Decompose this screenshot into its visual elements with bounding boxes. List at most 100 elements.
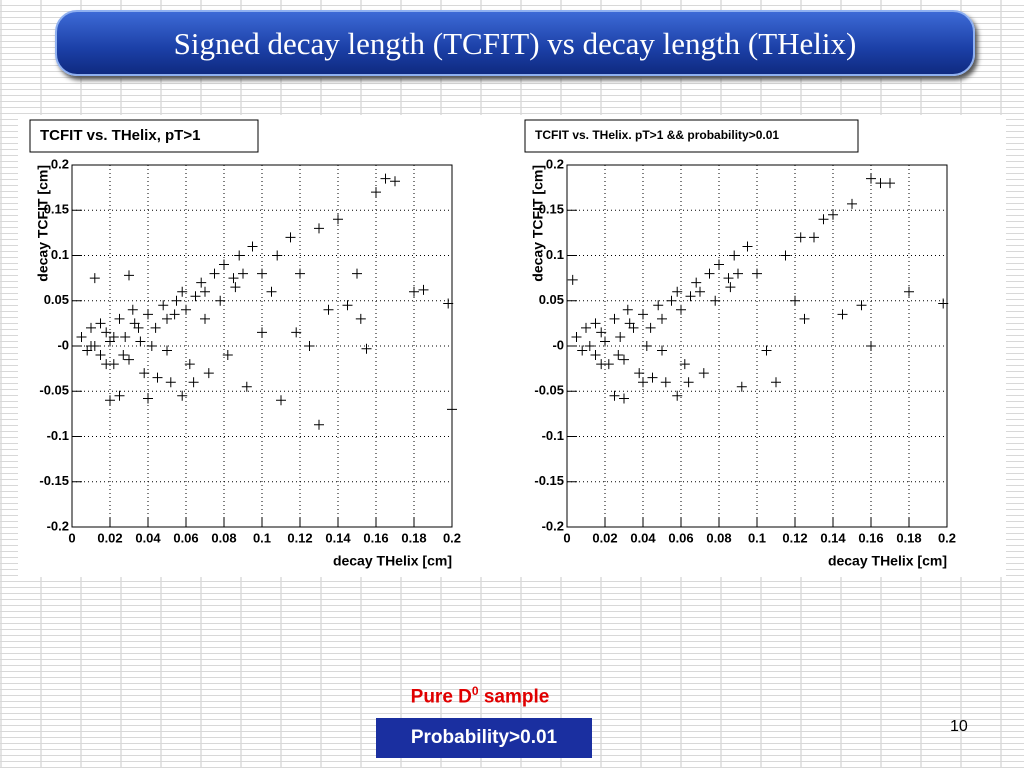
point bbox=[105, 395, 115, 406]
point bbox=[725, 282, 736, 293]
point bbox=[177, 390, 188, 401]
caption-sup: 0 bbox=[471, 684, 479, 698]
point bbox=[129, 318, 140, 329]
point bbox=[904, 286, 914, 297]
point bbox=[704, 268, 715, 279]
point bbox=[101, 359, 112, 370]
point bbox=[683, 377, 694, 388]
point bbox=[150, 322, 161, 333]
point bbox=[215, 295, 226, 306]
point bbox=[780, 250, 791, 261]
point bbox=[143, 393, 153, 404]
point bbox=[146, 341, 157, 351]
plot-panel bbox=[18, 115, 1006, 577]
point bbox=[188, 377, 199, 388]
point bbox=[222, 350, 233, 361]
x-tick-label: 0.02 bbox=[592, 530, 617, 545]
y-tick-label: 0.1 bbox=[546, 247, 564, 262]
point bbox=[181, 304, 191, 315]
point bbox=[234, 250, 245, 261]
x-tick-label: 0.14 bbox=[820, 530, 846, 545]
point bbox=[577, 345, 588, 356]
x-tick-label: 0.18 bbox=[401, 530, 426, 545]
point bbox=[143, 309, 153, 320]
point bbox=[619, 393, 629, 404]
point bbox=[257, 327, 267, 338]
y-tick-label: -0.2 bbox=[542, 518, 564, 533]
point bbox=[89, 273, 100, 284]
caption-rest: sample bbox=[478, 686, 550, 708]
point bbox=[86, 341, 96, 351]
point bbox=[177, 286, 188, 297]
point bbox=[837, 309, 848, 320]
point bbox=[203, 368, 214, 379]
point bbox=[638, 309, 648, 320]
caption-text: Pure D bbox=[410, 686, 472, 708]
y-tick-label: 0.15 bbox=[539, 202, 564, 217]
point bbox=[95, 350, 106, 361]
point bbox=[127, 304, 138, 315]
point bbox=[118, 350, 129, 361]
x-tick-label: 0.18 bbox=[896, 530, 921, 545]
point bbox=[184, 359, 195, 370]
point bbox=[342, 300, 353, 311]
y-tick-label: 0.05 bbox=[539, 292, 564, 307]
point bbox=[938, 298, 949, 309]
point bbox=[666, 295, 677, 306]
point bbox=[714, 259, 724, 270]
point bbox=[162, 345, 172, 356]
point bbox=[333, 214, 343, 225]
point bbox=[581, 322, 591, 333]
point bbox=[657, 313, 667, 324]
point bbox=[230, 282, 241, 293]
x-tick-label: 0.2 bbox=[938, 530, 956, 545]
point bbox=[272, 250, 283, 261]
y-tick-label: -0.15 bbox=[534, 473, 564, 488]
point bbox=[291, 327, 302, 338]
point bbox=[124, 270, 134, 281]
point bbox=[241, 381, 252, 392]
point bbox=[590, 350, 601, 361]
chart-title: TCFIT vs. THelix, pT>1 bbox=[40, 127, 200, 144]
title-box bbox=[524, 119, 859, 153]
point bbox=[685, 291, 696, 302]
point bbox=[875, 178, 886, 189]
point bbox=[124, 354, 134, 365]
slide-title: Signed decay length (TCFIT) vs decay len… bbox=[173, 26, 857, 61]
point bbox=[866, 173, 876, 184]
x-tick-label: 0.16 bbox=[363, 530, 388, 545]
point bbox=[809, 232, 819, 243]
y-axis-label: decay TCFIT [cm] bbox=[35, 165, 51, 282]
point bbox=[95, 318, 106, 329]
x-tick-label: 0.08 bbox=[211, 530, 236, 545]
point bbox=[266, 286, 277, 297]
point bbox=[691, 277, 702, 288]
point bbox=[295, 268, 305, 279]
point bbox=[418, 284, 429, 295]
point bbox=[247, 241, 258, 252]
point bbox=[304, 341, 315, 351]
y-axis-label: decay TCFIT [cm] bbox=[530, 165, 546, 282]
point bbox=[355, 313, 366, 324]
point bbox=[619, 354, 629, 365]
y-tick-label: -0.05 bbox=[39, 383, 69, 398]
point bbox=[657, 345, 667, 356]
point bbox=[108, 331, 119, 342]
point bbox=[729, 250, 740, 261]
point bbox=[624, 318, 635, 329]
point bbox=[323, 304, 334, 315]
point bbox=[596, 359, 607, 370]
y-tick-label: 0.2 bbox=[51, 156, 69, 171]
point bbox=[799, 313, 810, 324]
point bbox=[162, 313, 172, 324]
point bbox=[276, 395, 286, 406]
point bbox=[169, 309, 180, 320]
x-tick-label: 0.08 bbox=[706, 530, 731, 545]
y-tick-label: -0.05 bbox=[534, 383, 564, 398]
y-tick-label: 0.15 bbox=[44, 202, 69, 217]
point bbox=[761, 345, 772, 356]
point bbox=[736, 381, 747, 392]
point bbox=[76, 331, 87, 342]
x-tick-label: 0.12 bbox=[287, 530, 312, 545]
